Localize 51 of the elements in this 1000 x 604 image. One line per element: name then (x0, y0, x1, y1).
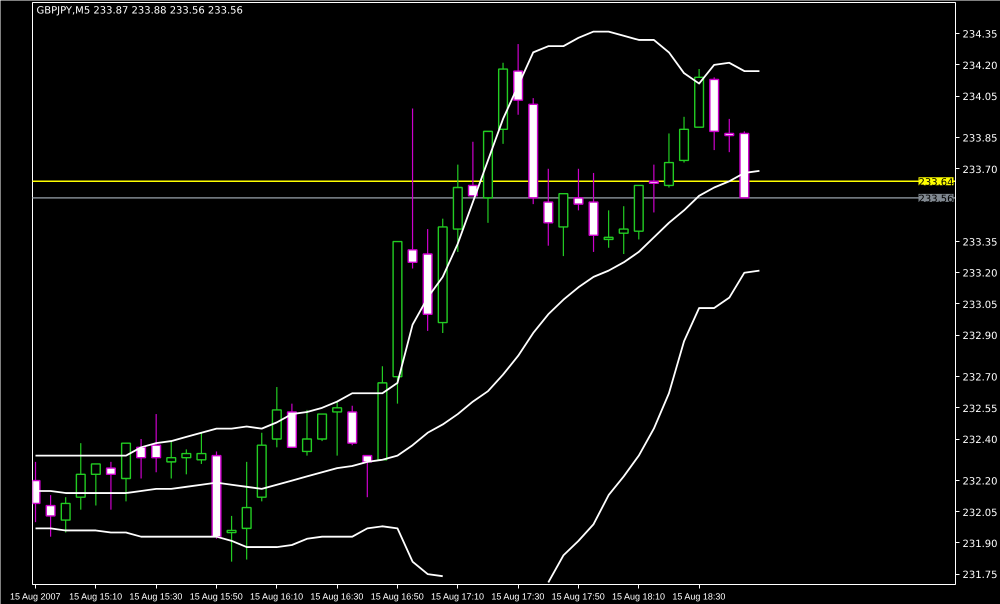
y-tick-label: 232.90 (962, 331, 998, 342)
candlestick (407, 108, 418, 270)
candlestick (332, 400, 342, 456)
y-tick-label: 232.05 (962, 508, 998, 519)
candlestick (90, 463, 101, 506)
x-tick-label: 15 Aug 15:30 (129, 592, 182, 602)
candlestick (302, 409, 312, 456)
y-tick-label: 232.40 (962, 435, 998, 446)
y-tick-label: 234.05 (962, 92, 998, 104)
candlestick (76, 442, 86, 510)
x-tick-label: 15 Aug 17:10 (431, 592, 484, 602)
y-tick-label: 232.20 (962, 476, 998, 488)
ref-line-label: 233.56 (918, 194, 954, 205)
x-tick-label: 15 Aug 16:30 (310, 592, 364, 602)
candlestick (573, 168, 584, 211)
line-series (34, 30, 760, 457)
y-tick-label: 233.85 (962, 134, 998, 145)
candlestick (166, 440, 176, 480)
candlestick (46, 494, 56, 538)
candlestick (226, 515, 237, 562)
candlestick (618, 206, 629, 255)
x-tick-label: 15 Aug 17:30 (491, 592, 544, 602)
candlestick (604, 210, 614, 248)
x-tick-label: 15 Aug 18:10 (612, 592, 666, 602)
y-tick-label: 233.05 (962, 300, 998, 311)
y-tick-label: 232.70 (962, 372, 998, 384)
candlestick (60, 496, 71, 534)
x-tick-label: 15 Aug 2007 (10, 592, 61, 602)
y-tick-label: 233.20 (962, 268, 998, 280)
x-tick-label: 15 Aug 15:10 (69, 592, 122, 602)
x-tick-label: 15 Aug 16:10 (250, 592, 304, 602)
candlestick (196, 432, 206, 465)
y-tick-label: 233.35 (962, 238, 998, 249)
x-tick-label: 15 Aug 15:50 (190, 592, 243, 602)
candlestick (724, 118, 734, 153)
candlestick (543, 168, 554, 246)
candlestick (648, 164, 659, 214)
x-tick-label: 15 Aug 18:30 (672, 592, 726, 602)
candlestick (181, 448, 192, 475)
y-tick-label: 234.20 (962, 60, 998, 72)
candlestick (664, 132, 674, 188)
y-tick-label: 234.35 (962, 30, 998, 41)
y-tick-label: 231.75 (962, 570, 998, 582)
x-tick-label: 15 Aug 16:50 (370, 592, 424, 602)
y-tick-label: 233.70 (962, 164, 998, 176)
candlestick (242, 461, 252, 560)
y-tick-label: 231.90 (962, 538, 998, 550)
x-tick-label: 15 Aug 17:50 (552, 592, 605, 602)
ref-line-label: 233.64 (918, 177, 954, 188)
chart-title: GBPJPY,M5 233.87 233.88 233.56 233.56 (36, 6, 243, 16)
y-tick-label: 232.55 (962, 404, 998, 415)
